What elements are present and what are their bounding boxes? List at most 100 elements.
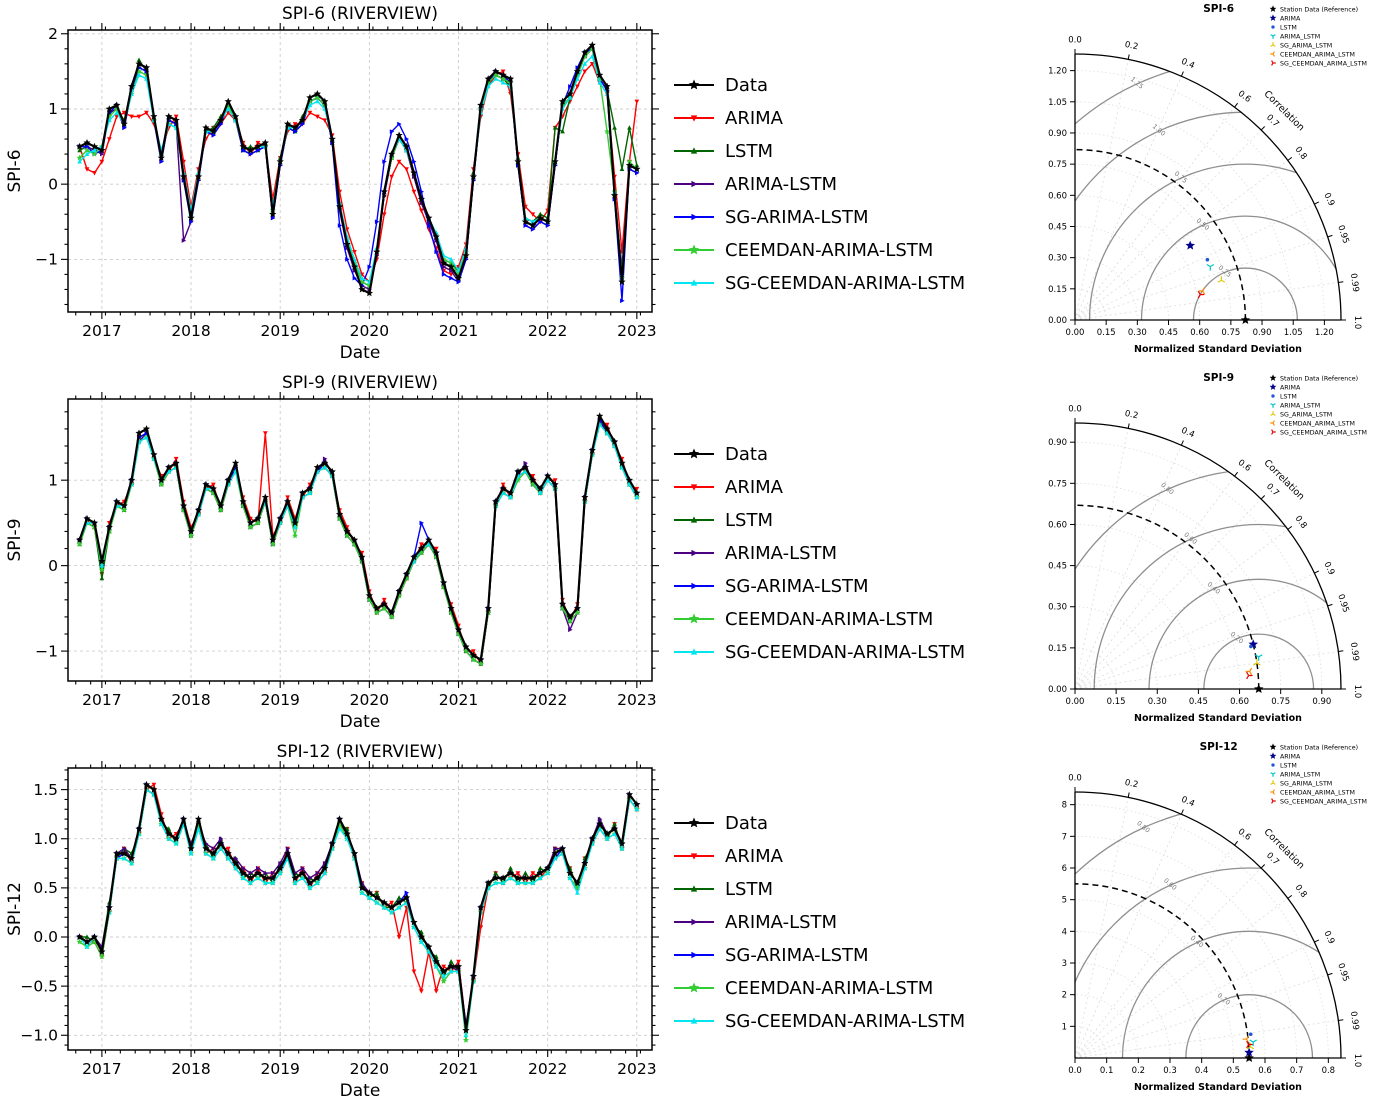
legend-label: CEEMDAN-ARIMA-LSTM xyxy=(725,977,934,999)
legend-marker-CEEMDAN-ARIMA-LSTM xyxy=(674,244,714,255)
legend-item-Data: Data xyxy=(672,75,1022,96)
series-Data xyxy=(79,43,638,295)
legend-item-ARIMA: ARIMA xyxy=(672,108,1022,129)
taylor-y-tick: 1.05 xyxy=(1048,98,1067,108)
legend-marker-Data xyxy=(674,817,714,828)
y-tick-label: −1.0 xyxy=(20,1026,58,1044)
taylor-legend-label: ARIMA_LSTM xyxy=(1280,402,1320,409)
correlation-tick: 0.7 xyxy=(1264,851,1281,868)
taylor-legend-label: CEEMDAN_ARIMA_LSTM xyxy=(1280,789,1355,796)
taylor-legend-label: SG_CEEMDAN_ARIMA_LSTM xyxy=(1280,429,1367,436)
row-spi6: 2017 2018 2019 2020 2021 2022 2023 −1 0 1 2 SPI-6 (… xyxy=(0,0,1379,368)
taylor-x-tick: 0.15 xyxy=(1107,697,1126,707)
x-tick-label: 2020 xyxy=(350,322,389,340)
taylor-spi9-chart: 0.20 0.40 0.60 0.80 0.00 0.15 0.30 0.45 0.60 0.75… xyxy=(1048,372,1367,724)
legend-label: ARIMA-LSTM xyxy=(725,173,838,195)
row-spi12: 2017 2018 2019 2020 2021 2022 2023 −1.0 −0.5 0.0 0… xyxy=(0,738,1379,1106)
correlation-tick: 0.99 xyxy=(1348,1011,1361,1031)
svg-text:0.40: 0.40 xyxy=(1189,934,1205,949)
svg-text:0.80: 0.80 xyxy=(1135,819,1151,834)
spi12-chart: 2017 2018 2019 2020 2021 2022 2023 −1.0 −0.5 0.0 0… xyxy=(5,742,659,1101)
spi9-chart: 2017 2018 2019 2020 2021 2022 2023 −1 0 1 SPI-9 (R… xyxy=(5,373,659,732)
legend-label: CEEMDAN-ARIMA-LSTM xyxy=(725,608,934,630)
taylor-legend-label: SG_CEEMDAN_ARIMA_LSTM xyxy=(1280,798,1367,805)
correlation-tick: 0.99 xyxy=(1348,642,1361,662)
legend-label: SG-ARIMA-LSTM xyxy=(725,206,869,228)
taylor-y-tick: 0.45 xyxy=(1048,222,1067,232)
taylor-x-tick: 0.4 xyxy=(1195,1066,1209,1076)
taylor-x-tick: 0.30 xyxy=(1128,328,1147,338)
legend-item-SG-CEEMDAN-ARIMA-LSTM: SG-CEEMDAN-ARIMA-LSTM xyxy=(672,1011,1022,1032)
taylor-y-tick: 1 xyxy=(1062,1022,1067,1032)
taylor-spi6-chart: 0.250.500.751.001.250.00 0.15 0.30 0.45 0.60… xyxy=(1048,3,1367,355)
legend-marker-Data xyxy=(674,79,714,90)
legend-marker-Data xyxy=(674,448,714,459)
legend-label: SG-CEEMDAN-ARIMA-LSTM xyxy=(725,1010,966,1032)
svg-text:0.80: 0.80 xyxy=(1159,481,1175,496)
legend-label: ARIMA xyxy=(725,476,783,498)
legend-item-LSTM: LSTM xyxy=(672,141,1022,162)
legend-marker-SG-CEEMDAN-ARIMA-LSTM xyxy=(674,648,714,655)
x-tick-label: 2017 xyxy=(82,322,121,340)
series-Data xyxy=(78,783,638,1032)
spi12-legend: Data ARIMA LSTM ARIMA-LSTM SG-ARIMA-LSTM CEEM… xyxy=(672,738,1022,1106)
legend-item-CEEMDAN-ARIMA-LSTM: CEEMDAN-ARIMA-LSTM xyxy=(672,609,1022,630)
correlation-tick: 0.4 xyxy=(1180,795,1196,810)
legend-item-SG-ARIMA-LSTM: SG-ARIMA-LSTM xyxy=(672,945,1022,966)
x-tick-label: 2021 xyxy=(439,691,478,709)
svg-text:0.40: 0.40 xyxy=(1206,580,1222,595)
taylor-y-tick: 1.20 xyxy=(1048,67,1067,77)
x-tick-label: 2019 xyxy=(260,322,299,340)
legend-marker-SG-CEEMDAN-ARIMA-LSTM xyxy=(674,279,714,286)
taylor-legend-label: ARIMA xyxy=(1280,753,1301,760)
taylor-x-label: Normalized Standard Deviation xyxy=(1134,713,1302,724)
x-tick-label: 2017 xyxy=(82,1060,121,1078)
taylor-y-tick: 0.90 xyxy=(1048,129,1067,139)
x-tick-label: 2018 xyxy=(171,1060,210,1078)
x-tick-label: 2020 xyxy=(350,691,389,709)
correlation-tick: 0.95 xyxy=(1335,962,1350,983)
x-tick-label: 2019 xyxy=(260,691,299,709)
row-spi9: 2017 2018 2019 2020 2021 2022 2023 −1 0 1 SPI-9 (R… xyxy=(0,369,1379,737)
correlation-tick: 1.0 xyxy=(1352,1054,1362,1068)
taylor-legend-label: Station Data (Reference) xyxy=(1280,6,1358,13)
taylor-legend-label: LSTM xyxy=(1280,762,1297,769)
svg-text:0.25: 0.25 xyxy=(1217,264,1233,279)
legend-marker-ARIMA-LSTM xyxy=(674,180,714,188)
svg-text:1.25: 1.25 xyxy=(1129,75,1145,90)
taylor-title: SPI-6 xyxy=(1203,3,1234,15)
correlation-tick: 0.6 xyxy=(1236,89,1253,105)
legend-label: ARIMA xyxy=(725,107,783,129)
taylor-y-tick: 0.00 xyxy=(1048,685,1067,695)
series-ARIMA xyxy=(78,419,638,665)
x-axis-label: Date xyxy=(340,712,381,732)
svg-text:0.20: 0.20 xyxy=(1216,991,1232,1006)
taylor-y-tick: 6 xyxy=(1062,864,1067,874)
taylor-x-label: Normalized Standard Deviation xyxy=(1134,1082,1302,1093)
taylor-y-tick: 0.90 xyxy=(1048,438,1067,448)
taylor-y-tick: 0.75 xyxy=(1048,160,1067,170)
reference-std-arc xyxy=(1074,883,1250,1059)
y-tick-label: 1.0 xyxy=(33,830,58,848)
correlation-tick: 0.95 xyxy=(1335,224,1350,245)
legend-item-LSTM: LSTM xyxy=(672,879,1022,900)
taylor-legend-label: CEEMDAN_ARIMA_LSTM xyxy=(1280,420,1355,427)
series-SG-ARIMA-LSTM xyxy=(79,48,638,302)
series-Data xyxy=(78,414,638,661)
y-axis-label: SPI-12 xyxy=(5,882,25,936)
svg-text:0.50: 0.50 xyxy=(1195,217,1211,232)
y-tick-label: 1 xyxy=(48,100,58,118)
correlation-tick: 0.7 xyxy=(1264,113,1281,130)
x-tick-label: 2022 xyxy=(528,691,567,709)
series-SG-CEEMDAN-ARIMA-LSTM xyxy=(79,788,638,1036)
x-tick-label: 2022 xyxy=(528,322,567,340)
x-tick-label: 2021 xyxy=(439,1060,478,1078)
correlation-tick: 0.4 xyxy=(1180,57,1196,72)
legend-item-CEEMDAN-ARIMA-LSTM: CEEMDAN-ARIMA-LSTM xyxy=(672,240,1022,261)
taylor-y-tick: 0.60 xyxy=(1048,520,1067,530)
legend-marker-SG-ARIMA-LSTM xyxy=(674,213,714,221)
taylor-x-tick: 0.6 xyxy=(1258,1066,1272,1076)
panel-title: SPI-6 (RIVERVIEW) xyxy=(282,4,438,24)
correlation-tick: 0.9 xyxy=(1321,560,1336,577)
